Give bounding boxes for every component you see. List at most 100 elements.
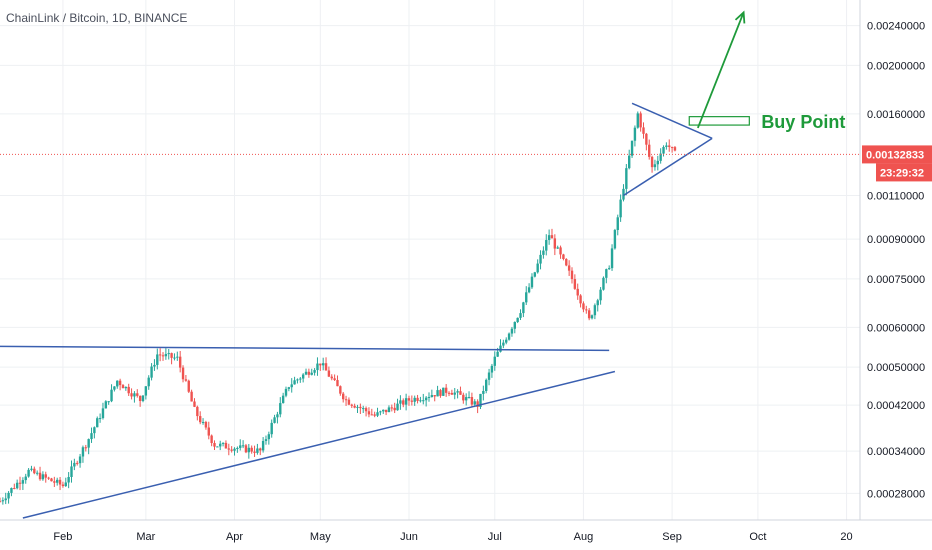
candle-body	[133, 393, 136, 397]
candle-body	[513, 322, 516, 329]
last-price-label: 0.00132833	[866, 149, 924, 161]
candle-body	[304, 371, 308, 375]
candle-body	[527, 287, 531, 293]
x-tick-label: Oct	[749, 531, 766, 543]
candle-body	[299, 378, 302, 380]
candle-body	[430, 395, 434, 397]
candle-body	[161, 355, 165, 357]
candle-body	[33, 468, 36, 474]
candle-body	[233, 448, 236, 451]
candle-body	[301, 374, 305, 379]
trendline-support[interactable]	[22, 370, 616, 519]
candle-body	[545, 240, 548, 251]
candle-body	[599, 289, 602, 301]
candle-body	[98, 418, 102, 420]
y-tick-label: 0.00060000	[867, 322, 925, 334]
candle-body	[339, 386, 342, 394]
candle-body	[170, 353, 173, 358]
candle-body	[273, 417, 276, 423]
candle-body	[193, 401, 196, 407]
candle-body	[602, 277, 605, 290]
candle-body	[90, 433, 93, 440]
candle-body	[533, 272, 537, 277]
y-tick-label: 0.00075000	[867, 274, 925, 286]
candle-body	[221, 442, 225, 444]
candle-body	[616, 217, 619, 231]
candle-body	[7, 492, 10, 499]
y-tick-label: 0.00042000	[867, 400, 925, 412]
candle-body	[141, 395, 145, 402]
candle-body	[567, 265, 571, 271]
candle-body	[464, 397, 468, 401]
candle-body	[276, 414, 279, 418]
candle-body	[316, 363, 319, 371]
candle-body	[556, 247, 559, 249]
candle-body	[104, 401, 108, 409]
candle-body	[44, 474, 47, 478]
x-tick-label: Feb	[53, 531, 72, 543]
trendline-resistance[interactable]	[0, 345, 610, 352]
x-tick-label: Sep	[662, 531, 682, 543]
trendline-triangle-bottom[interactable]	[623, 137, 713, 197]
candle-body	[156, 354, 159, 365]
candle-body	[367, 411, 371, 415]
candle-body	[13, 488, 16, 490]
candle-body	[648, 144, 651, 157]
symbol-header[interactable]: ChainLink / Bitcoin, 1D, BINANCE	[6, 11, 187, 25]
buy-point-box[interactable]	[688, 116, 750, 126]
candle-body	[399, 400, 402, 404]
candle-body	[181, 367, 185, 380]
candle-body	[433, 395, 436, 397]
candle-body	[270, 422, 273, 435]
candle-body	[347, 399, 351, 405]
candle-body	[336, 380, 339, 387]
candle-body	[10, 488, 13, 493]
candle-body	[1, 500, 5, 502]
candle-body	[30, 468, 33, 470]
x-tick-label: Jul	[488, 531, 502, 543]
last-price-badge: 0.00132833	[862, 145, 932, 164]
candle-body	[656, 160, 659, 165]
y-tick-label: 0.00160000	[867, 109, 925, 121]
candle-body	[639, 113, 642, 128]
up-arrow[interactable]	[697, 12, 745, 129]
candle-body	[281, 395, 285, 404]
candle-body	[522, 302, 525, 314]
candle-body	[507, 333, 511, 340]
candle-body	[78, 456, 82, 464]
candle-body	[56, 479, 59, 483]
candle-body	[607, 268, 611, 270]
candle-body	[76, 462, 79, 464]
candle-body	[199, 416, 202, 423]
candle-body	[138, 395, 142, 402]
candle-body	[136, 393, 139, 396]
candle-body	[436, 390, 439, 397]
candle-body	[530, 276, 534, 288]
y-tick-label: 0.00090000	[867, 234, 925, 246]
candle-body	[250, 447, 253, 452]
candle-body	[287, 387, 291, 389]
candle-body	[330, 376, 333, 379]
candle-body	[453, 392, 456, 395]
candle-body	[547, 235, 551, 241]
candle-body	[613, 230, 617, 249]
candle-body	[393, 407, 396, 411]
trendline-triangle-top[interactable]	[631, 102, 713, 140]
candle-body	[167, 353, 170, 355]
candle-body	[382, 409, 385, 412]
candle-body	[490, 365, 494, 373]
x-tick-label: Jun	[400, 531, 418, 543]
x-tick-label: Aug	[574, 531, 594, 543]
candle-body	[559, 247, 562, 255]
candle-body	[244, 445, 248, 453]
candle-body	[516, 317, 519, 323]
candle-body	[261, 440, 265, 451]
candle-body	[502, 342, 505, 346]
candle-body	[70, 466, 73, 477]
candle-body	[413, 397, 416, 402]
candle-body	[50, 478, 53, 482]
candle-body	[542, 250, 545, 255]
y-axis: 0.00240000 0.00200000 0.00160000 0.00110000…	[867, 21, 925, 501]
candle-body	[539, 254, 542, 264]
